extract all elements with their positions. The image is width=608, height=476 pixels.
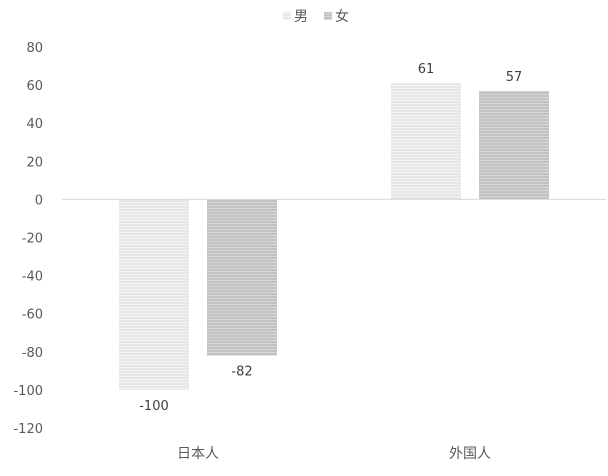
data-label: 57 bbox=[506, 70, 523, 85]
y-tick-label: 60 bbox=[26, 79, 43, 94]
legend-swatch-male bbox=[283, 12, 291, 20]
legend-swatch-female bbox=[324, 12, 332, 20]
y-tick-label: 0 bbox=[35, 193, 43, 208]
y-tick-label: 80 bbox=[26, 41, 43, 56]
y-tick-label: -60 bbox=[22, 308, 43, 323]
data-label: 61 bbox=[418, 62, 435, 77]
legend-label-female: 女 bbox=[335, 8, 349, 25]
data-label: -100 bbox=[139, 399, 169, 414]
y-tick-label: -80 bbox=[22, 346, 43, 361]
data-label: -82 bbox=[231, 365, 252, 380]
y-axis: 80 60 40 20 0 -20 -40 -60 -80 -100 -120 bbox=[13, 41, 43, 437]
y-tick-label: -120 bbox=[13, 422, 43, 437]
legend: 男 女 bbox=[283, 8, 349, 25]
y-tick-label: 20 bbox=[26, 155, 43, 170]
bar-female-0 bbox=[207, 199, 277, 356]
y-tick-label: -100 bbox=[13, 384, 43, 399]
data-labels: -100 -82 61 57 bbox=[139, 62, 522, 414]
bar-male-1 bbox=[391, 83, 461, 200]
y-tick-label: 40 bbox=[26, 117, 43, 132]
bar-male-0 bbox=[119, 199, 189, 390]
legend-label-male: 男 bbox=[294, 9, 308, 25]
x-category-label: 日本人 bbox=[177, 446, 219, 462]
y-tick-label: -20 bbox=[22, 232, 43, 247]
x-category-label: 外国人 bbox=[449, 446, 491, 462]
bars bbox=[119, 83, 549, 390]
bar-female-1 bbox=[479, 90, 549, 200]
y-tick-label: -40 bbox=[22, 270, 43, 285]
x-axis: 日本人 外国人 bbox=[177, 446, 491, 462]
